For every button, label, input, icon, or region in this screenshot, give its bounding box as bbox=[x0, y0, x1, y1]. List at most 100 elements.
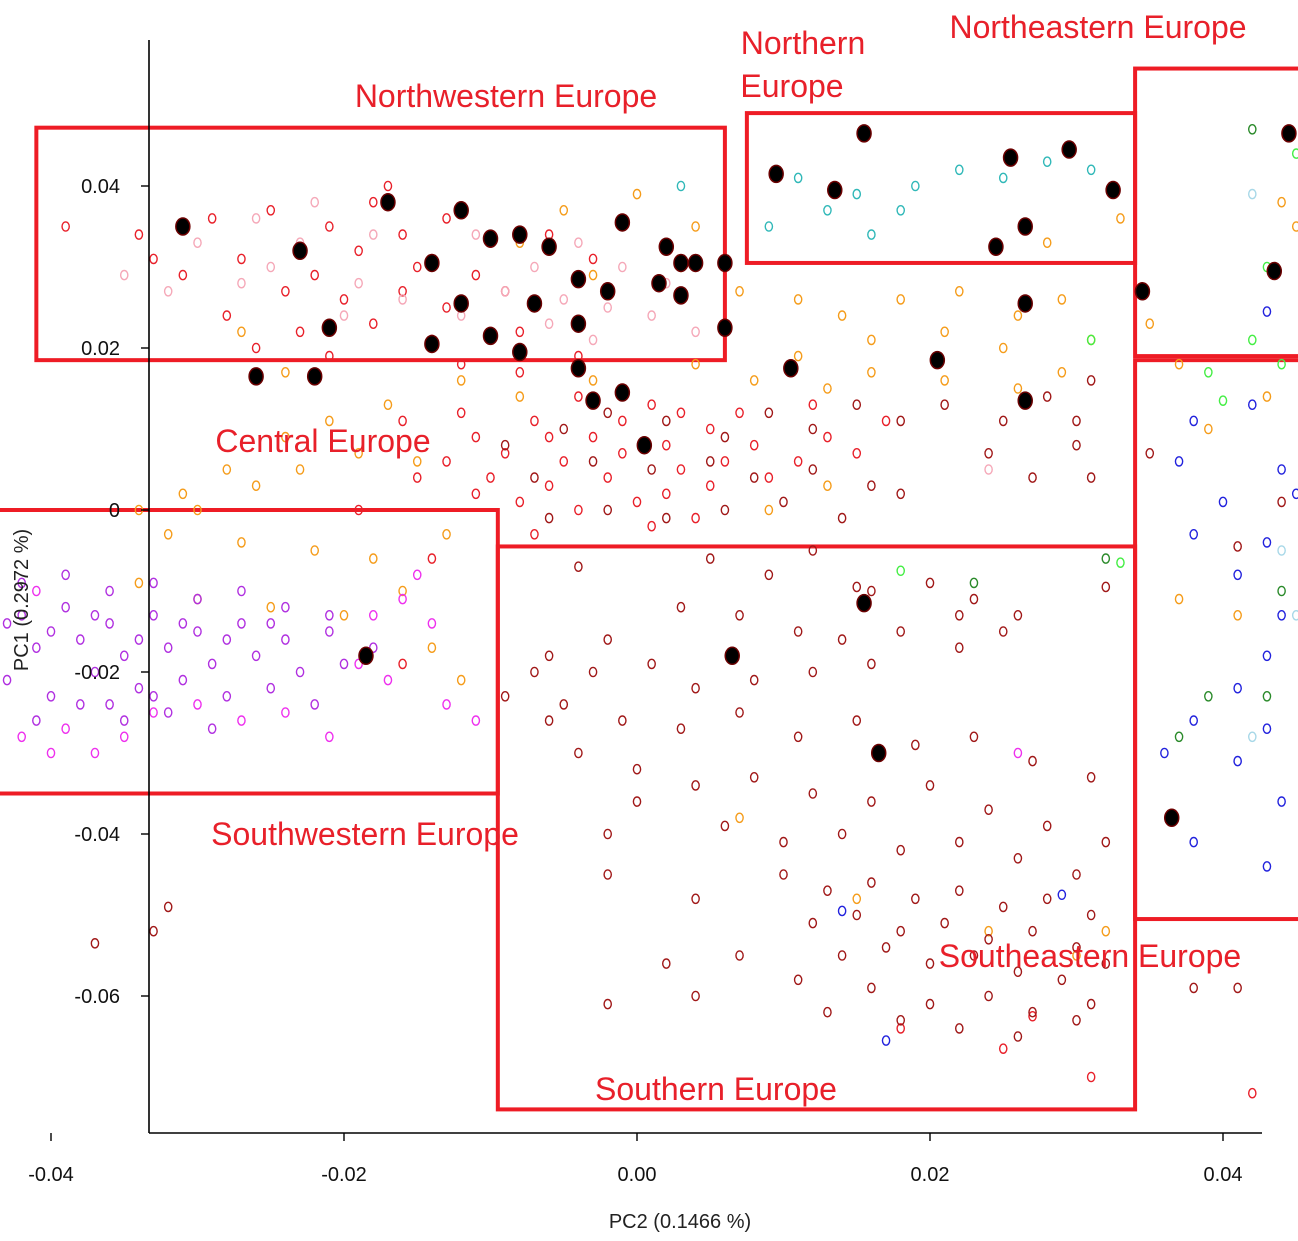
x-axis-title: PC2 (0.1466 %) bbox=[609, 1211, 751, 1233]
sample-point bbox=[207, 213, 217, 224]
highlighted-sample-point bbox=[1134, 282, 1151, 301]
sample-point bbox=[544, 715, 554, 726]
sample-point bbox=[368, 229, 378, 240]
sample-point bbox=[1248, 399, 1257, 411]
sample-point bbox=[500, 285, 510, 297]
sample-point bbox=[1072, 942, 1081, 953]
sample-point bbox=[969, 577, 979, 589]
sample-point bbox=[998, 172, 1008, 184]
sample-point bbox=[705, 553, 715, 564]
highlighted-sample-point bbox=[1002, 148, 1019, 167]
sample-point bbox=[691, 780, 700, 791]
sample-point bbox=[1013, 853, 1023, 864]
sample-point bbox=[119, 650, 129, 662]
sample-point bbox=[691, 358, 700, 370]
sample-point bbox=[793, 294, 803, 305]
highlighted-sample-point bbox=[827, 180, 843, 200]
highlighted-sample-point bbox=[380, 192, 396, 212]
sample-point bbox=[412, 261, 422, 273]
sample-point bbox=[1086, 164, 1096, 176]
sample-point bbox=[310, 196, 320, 208]
region-box bbox=[1133, 66, 1298, 359]
sample-point bbox=[17, 610, 27, 621]
sample-point bbox=[1277, 545, 1286, 556]
sample-point bbox=[779, 496, 788, 508]
region-label: Central Europe bbox=[215, 423, 430, 459]
highlighted-sample-point bbox=[1017, 294, 1033, 313]
sample-point bbox=[559, 423, 569, 435]
sample-point bbox=[823, 480, 832, 492]
region-box bbox=[1133, 358, 1298, 922]
sample-point bbox=[193, 699, 202, 710]
sample-point bbox=[1174, 456, 1184, 467]
sample-point bbox=[325, 731, 334, 743]
sample-point bbox=[852, 188, 862, 200]
sample-point bbox=[1042, 391, 1052, 402]
sample-point bbox=[940, 399, 949, 411]
sample-point bbox=[1013, 1031, 1023, 1042]
highlighted-sample-point bbox=[988, 237, 1004, 256]
sample-point bbox=[1028, 925, 1037, 937]
sample-point bbox=[647, 658, 656, 670]
sample-point bbox=[90, 666, 100, 678]
sample-point bbox=[1028, 472, 1037, 483]
sample-point bbox=[837, 512, 847, 524]
sample-point bbox=[398, 294, 407, 305]
sample-point bbox=[618, 415, 627, 427]
highlighted-sample-point bbox=[673, 286, 689, 305]
sample-point bbox=[588, 253, 598, 265]
sample-point bbox=[720, 820, 730, 832]
sample-point bbox=[1116, 557, 1125, 568]
sample-point bbox=[427, 642, 437, 654]
sample-point bbox=[149, 253, 158, 265]
sample-point bbox=[588, 431, 598, 443]
sample-point bbox=[1233, 569, 1242, 581]
sample-point bbox=[1291, 488, 1298, 500]
x-tick-label: 0.00 bbox=[618, 1164, 657, 1186]
sample-point bbox=[588, 269, 598, 281]
y-tick-label: 0 bbox=[109, 500, 120, 522]
sample-point bbox=[676, 407, 686, 419]
sample-point bbox=[925, 577, 935, 589]
sample-point bbox=[310, 269, 320, 281]
highlighted-sample-point bbox=[717, 318, 733, 337]
sample-point bbox=[969, 731, 979, 743]
sample-point bbox=[412, 456, 422, 467]
sample-point bbox=[1145, 447, 1155, 459]
sample-point bbox=[1262, 861, 1272, 872]
sample-point bbox=[119, 731, 129, 743]
sample-point bbox=[163, 642, 173, 654]
sample-point bbox=[603, 407, 613, 419]
sample-point bbox=[955, 885, 964, 897]
sample-point bbox=[940, 375, 949, 386]
sample-point bbox=[735, 950, 744, 961]
sample-point bbox=[544, 318, 554, 330]
sample-point bbox=[911, 180, 920, 192]
sample-point bbox=[1248, 188, 1257, 200]
sample-point bbox=[1086, 472, 1096, 483]
sample-point bbox=[398, 415, 407, 427]
sample-point bbox=[662, 439, 671, 451]
sample-point bbox=[676, 601, 686, 613]
sample-point bbox=[691, 512, 700, 524]
sample-point bbox=[632, 496, 642, 508]
sample-point bbox=[647, 464, 656, 475]
sample-point bbox=[603, 998, 613, 1010]
sample-point bbox=[896, 294, 906, 305]
sample-point bbox=[896, 626, 906, 637]
sample-point bbox=[32, 642, 41, 654]
sample-point bbox=[940, 917, 949, 929]
sample-point bbox=[1042, 156, 1052, 167]
sample-point bbox=[46, 747, 56, 759]
sample-point bbox=[442, 456, 451, 467]
sample-point bbox=[325, 350, 334, 362]
sample-point bbox=[1233, 541, 1242, 552]
sample-point bbox=[867, 229, 876, 240]
sample-point bbox=[662, 488, 671, 500]
sample-point bbox=[925, 958, 935, 969]
data-points bbox=[2, 124, 1298, 1099]
sample-point bbox=[354, 245, 363, 257]
sample-point bbox=[134, 682, 144, 694]
sample-point bbox=[46, 626, 56, 637]
sample-point bbox=[515, 366, 525, 378]
